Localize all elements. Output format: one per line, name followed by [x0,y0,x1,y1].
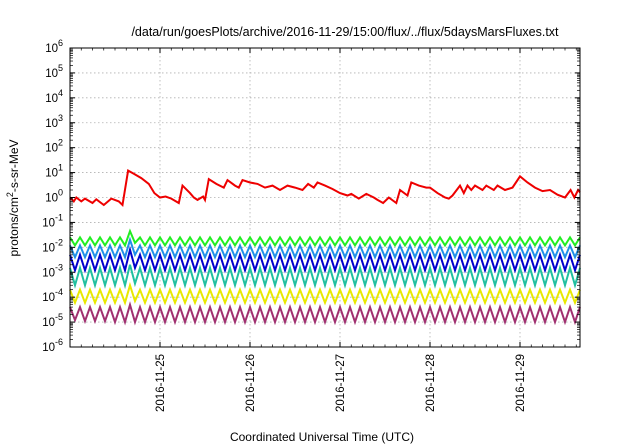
x-tick-label: 2016-11-29 [515,354,527,412]
x-tick-label: 2016-11-28 [425,354,437,412]
y-tick-label: 102 [45,138,63,155]
x-tick-labels: 2016-11-25 2016-11-26 2016-11-27 2016-11-28… [155,354,527,412]
series-lines [69,169,581,326]
y-tick-label: 10-6 [42,337,63,354]
y-tick-label: 104 [45,88,63,105]
y-tick-label: 105 [45,63,63,80]
y-tick-label: 101 [45,163,63,180]
y-tick-label: 103 [45,113,63,130]
x-tick-label: 2016-11-26 [245,354,257,412]
y-tick-label: 100 [45,188,63,205]
y-tick-label: 10-1 [42,212,63,229]
x-tick-label: 2016-11-25 [155,354,167,412]
y-tick-labels: 10-6 10-5 10-4 10-3 10-2 10-1 100 101 102 103 104 1… [42,38,63,354]
series-line-3 [69,264,581,290]
series-line-6 [69,228,581,248]
series-line-1 [69,301,581,326]
x-tick-label: 2016-11-27 [335,354,347,412]
y-tick-label: 10-5 [42,312,63,329]
series-line-4 [69,245,581,274]
y-tick-label: 10-4 [42,287,63,304]
x-axis-label: Coordinated Universal Time (UTC) [230,430,414,444]
chart-title: /data/run/goesPlots/archive/2016-11-29/1… [131,25,559,39]
y-axis-label: protons/cm2-s-sr-MeV [5,139,21,256]
series-line-2 [69,281,581,306]
y-tick-label: 106 [45,38,63,55]
series-line-5 [69,236,581,261]
grid-lines [70,48,580,347]
axis-ticks [69,47,580,348]
y-tick-label: 10-2 [42,237,63,254]
y-tick-label: 10-3 [42,262,63,279]
series-line-7 [69,169,581,208]
